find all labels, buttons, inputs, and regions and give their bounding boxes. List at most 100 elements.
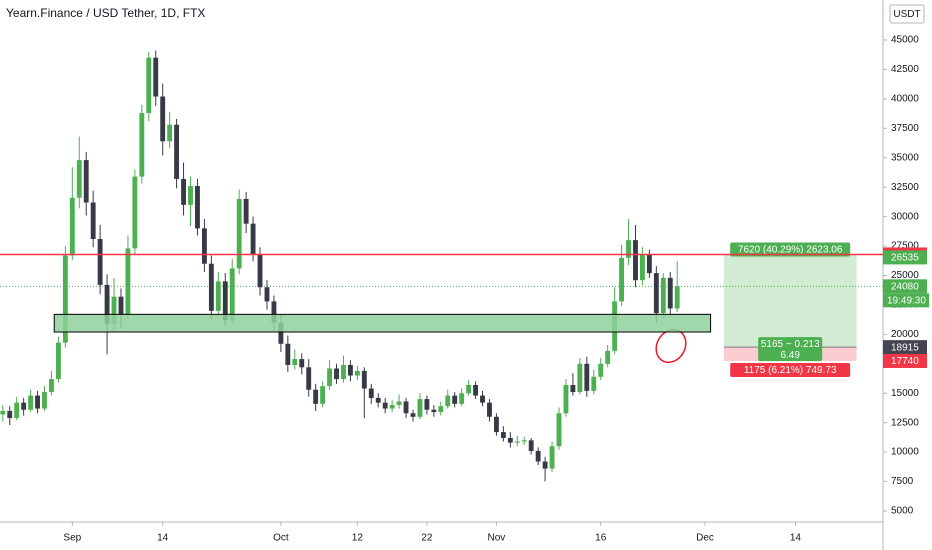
x-tick-label: 12 <box>352 533 364 544</box>
candle-body <box>132 176 138 249</box>
price-badge-label: 18915 <box>891 342 919 353</box>
candle-body <box>21 402 27 410</box>
candle-body <box>507 437 513 443</box>
candle-body <box>577 363 583 393</box>
candle-body <box>278 322 284 344</box>
candle-body <box>327 368 332 387</box>
candle-body <box>640 254 645 281</box>
candle-body <box>417 399 423 417</box>
candle-body <box>431 409 437 413</box>
candle-body <box>104 284 110 324</box>
candle-body <box>493 416 499 433</box>
candle-body <box>201 228 207 264</box>
candle-body <box>514 441 520 443</box>
candle-body <box>167 124 173 142</box>
candle-body <box>570 384 576 393</box>
center-label: 5165 ~ 0.213 <box>761 339 820 350</box>
price-badge-label: 24080 <box>891 281 919 292</box>
candle-body <box>292 359 298 365</box>
candle-body <box>299 359 305 368</box>
candle-body <box>14 402 20 418</box>
y-tick-label: 37500 <box>891 123 919 134</box>
candle-body <box>396 401 402 406</box>
y-tick-label: 5000 <box>891 506 914 517</box>
candle-body <box>633 240 638 281</box>
candle-body <box>382 402 388 409</box>
candle-body <box>667 277 673 309</box>
y-tick-label: 35000 <box>891 152 919 163</box>
candle-body <box>466 384 472 394</box>
candle-body <box>521 440 527 442</box>
candle-body <box>97 238 103 285</box>
candle-body <box>215 281 221 311</box>
candle-body <box>556 413 562 447</box>
candle-body <box>459 393 465 404</box>
candle-body <box>208 263 214 311</box>
y-tick-label: 7500 <box>891 476 914 487</box>
candle-body <box>160 96 166 142</box>
price-badge-label: 26535 <box>891 253 919 264</box>
candle-body <box>591 376 597 391</box>
candle-body <box>438 406 444 413</box>
candle-body <box>49 379 54 393</box>
profit-area <box>723 254 857 348</box>
candle-body <box>181 178 186 205</box>
candle-body <box>28 395 34 410</box>
candle-body <box>598 363 604 377</box>
candle-body <box>146 57 152 114</box>
y-tick-label: 20000 <box>891 329 919 340</box>
candle-body <box>584 363 590 391</box>
candle-body <box>111 296 117 324</box>
candle-body <box>549 446 555 469</box>
stop-label: 1175 (6.21%) 749.73 <box>744 365 837 376</box>
candle-body <box>347 364 353 376</box>
price-badge <box>883 340 927 355</box>
candle-body <box>222 281 228 321</box>
x-tick-label: 14 <box>157 533 169 544</box>
x-tick-label: 16 <box>595 533 607 544</box>
candle-body <box>646 254 652 274</box>
y-tick-label: 42500 <box>891 64 919 75</box>
center-label-box <box>758 337 823 362</box>
candle-body <box>354 370 360 376</box>
center-label: 6.49 <box>780 350 800 361</box>
candle-body <box>35 395 40 409</box>
candle-body <box>243 198 249 224</box>
candle-body <box>7 410 13 418</box>
x-tick-label: Sep <box>63 533 81 544</box>
chart-title: Yearn.Finance / USD Tether, 1D, FTX <box>6 6 205 20</box>
candle-body <box>368 388 374 398</box>
price-badge <box>883 353 927 368</box>
candle-body <box>660 277 666 314</box>
candle-body <box>118 296 124 315</box>
candle-body <box>341 364 346 380</box>
y-tick-label: 30000 <box>891 211 919 222</box>
candle-body <box>361 370 367 389</box>
candle-body <box>264 287 270 302</box>
candle-body <box>62 255 68 343</box>
candle-body <box>626 240 631 258</box>
candle-body <box>250 223 256 255</box>
candle-body <box>375 397 381 403</box>
candle-body <box>195 186 200 229</box>
candle-body <box>334 368 339 380</box>
x-tick-label: Nov <box>488 533 506 544</box>
candle-body <box>306 367 312 390</box>
currency: USDT <box>893 9 920 20</box>
candle-body <box>605 350 611 364</box>
currency-box[interactable] <box>889 4 925 24</box>
candle-body <box>535 450 541 462</box>
stop-label-box <box>730 362 851 377</box>
target-label-box <box>730 242 851 257</box>
candle-body <box>473 384 479 396</box>
candle-body <box>125 248 131 315</box>
candle-body <box>528 440 534 451</box>
x-tick-label: Dec <box>696 533 714 544</box>
y-tick-label: 12500 <box>891 417 919 428</box>
candle-body <box>674 286 680 309</box>
candle-body <box>480 395 485 403</box>
candle-body <box>69 197 75 256</box>
candle-body <box>236 198 242 269</box>
x-tick-label: 22 <box>421 533 433 544</box>
